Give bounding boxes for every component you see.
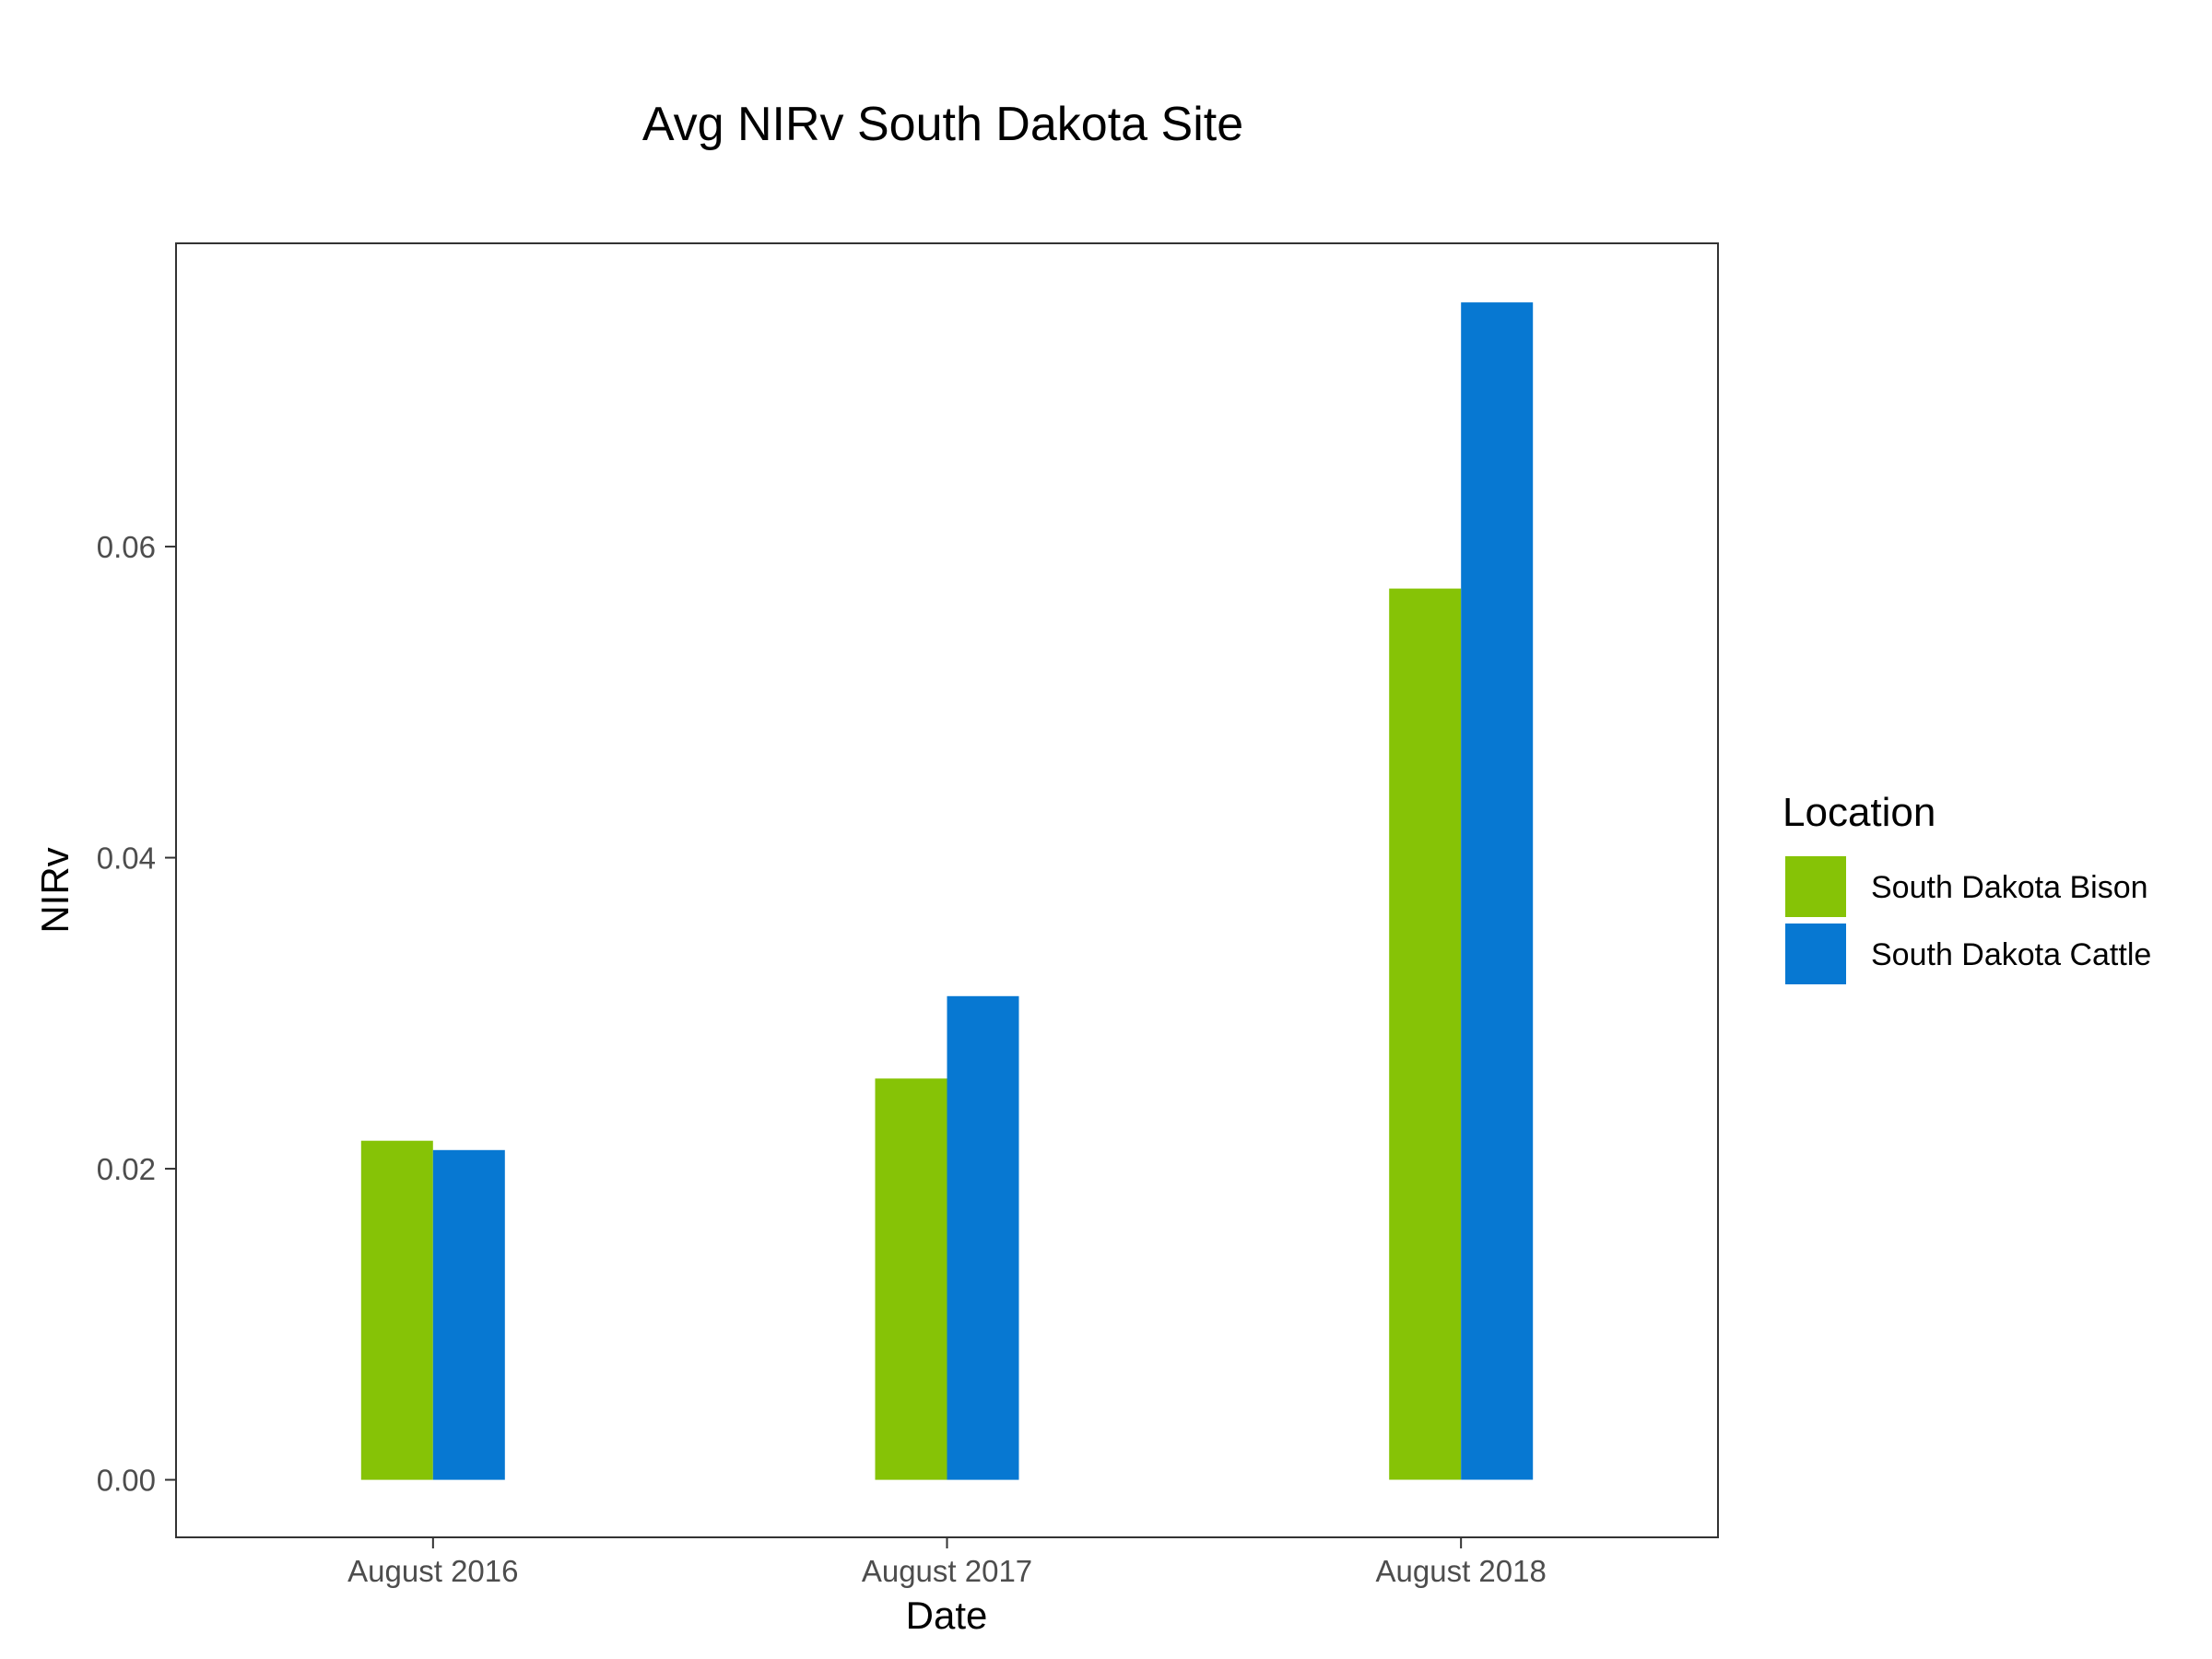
x-tick-label: August 2017 bbox=[862, 1554, 1032, 1588]
legend-swatch-cattle bbox=[1783, 922, 1848, 986]
bar-cattle-august-2018 bbox=[1461, 302, 1534, 1480]
legend: South Dakota Bison South Dakota Cattle bbox=[1783, 854, 2151, 986]
bar-bison-august-2017 bbox=[875, 1078, 947, 1480]
y-tick-label: 0.02 bbox=[97, 1152, 156, 1186]
y-tick-label: 0.06 bbox=[97, 530, 156, 564]
chart-title: Avg NIRv South Dakota Site bbox=[642, 98, 1243, 151]
bar-cattle-august-2017 bbox=[947, 995, 1019, 1480]
bar-bison-august-2016 bbox=[360, 1140, 433, 1480]
legend-title: Location bbox=[1783, 790, 1936, 835]
x-axis-title: Date bbox=[906, 1594, 988, 1637]
x-axis: August 2016 August 2017 August 2018 bbox=[347, 1537, 1547, 1588]
bar-cattle-august-2016 bbox=[432, 1149, 505, 1480]
y-axis: 0.00 0.02 0.04 0.06 bbox=[97, 530, 176, 1498]
bars-group bbox=[360, 302, 1534, 1480]
y-tick-label: 0.04 bbox=[97, 841, 156, 876]
legend-label-bison: South Dakota Bison bbox=[1871, 870, 2148, 905]
x-tick-label: August 2018 bbox=[1376, 1554, 1547, 1588]
y-axis-title: NIRv bbox=[33, 847, 76, 933]
legend-swatch-bison bbox=[1783, 854, 1848, 919]
legend-label-cattle: South Dakota Cattle bbox=[1871, 937, 2151, 972]
bar-bison-august-2018 bbox=[1389, 588, 1462, 1480]
y-tick-label: 0.00 bbox=[97, 1464, 156, 1498]
x-tick-label: August 2016 bbox=[347, 1554, 518, 1588]
